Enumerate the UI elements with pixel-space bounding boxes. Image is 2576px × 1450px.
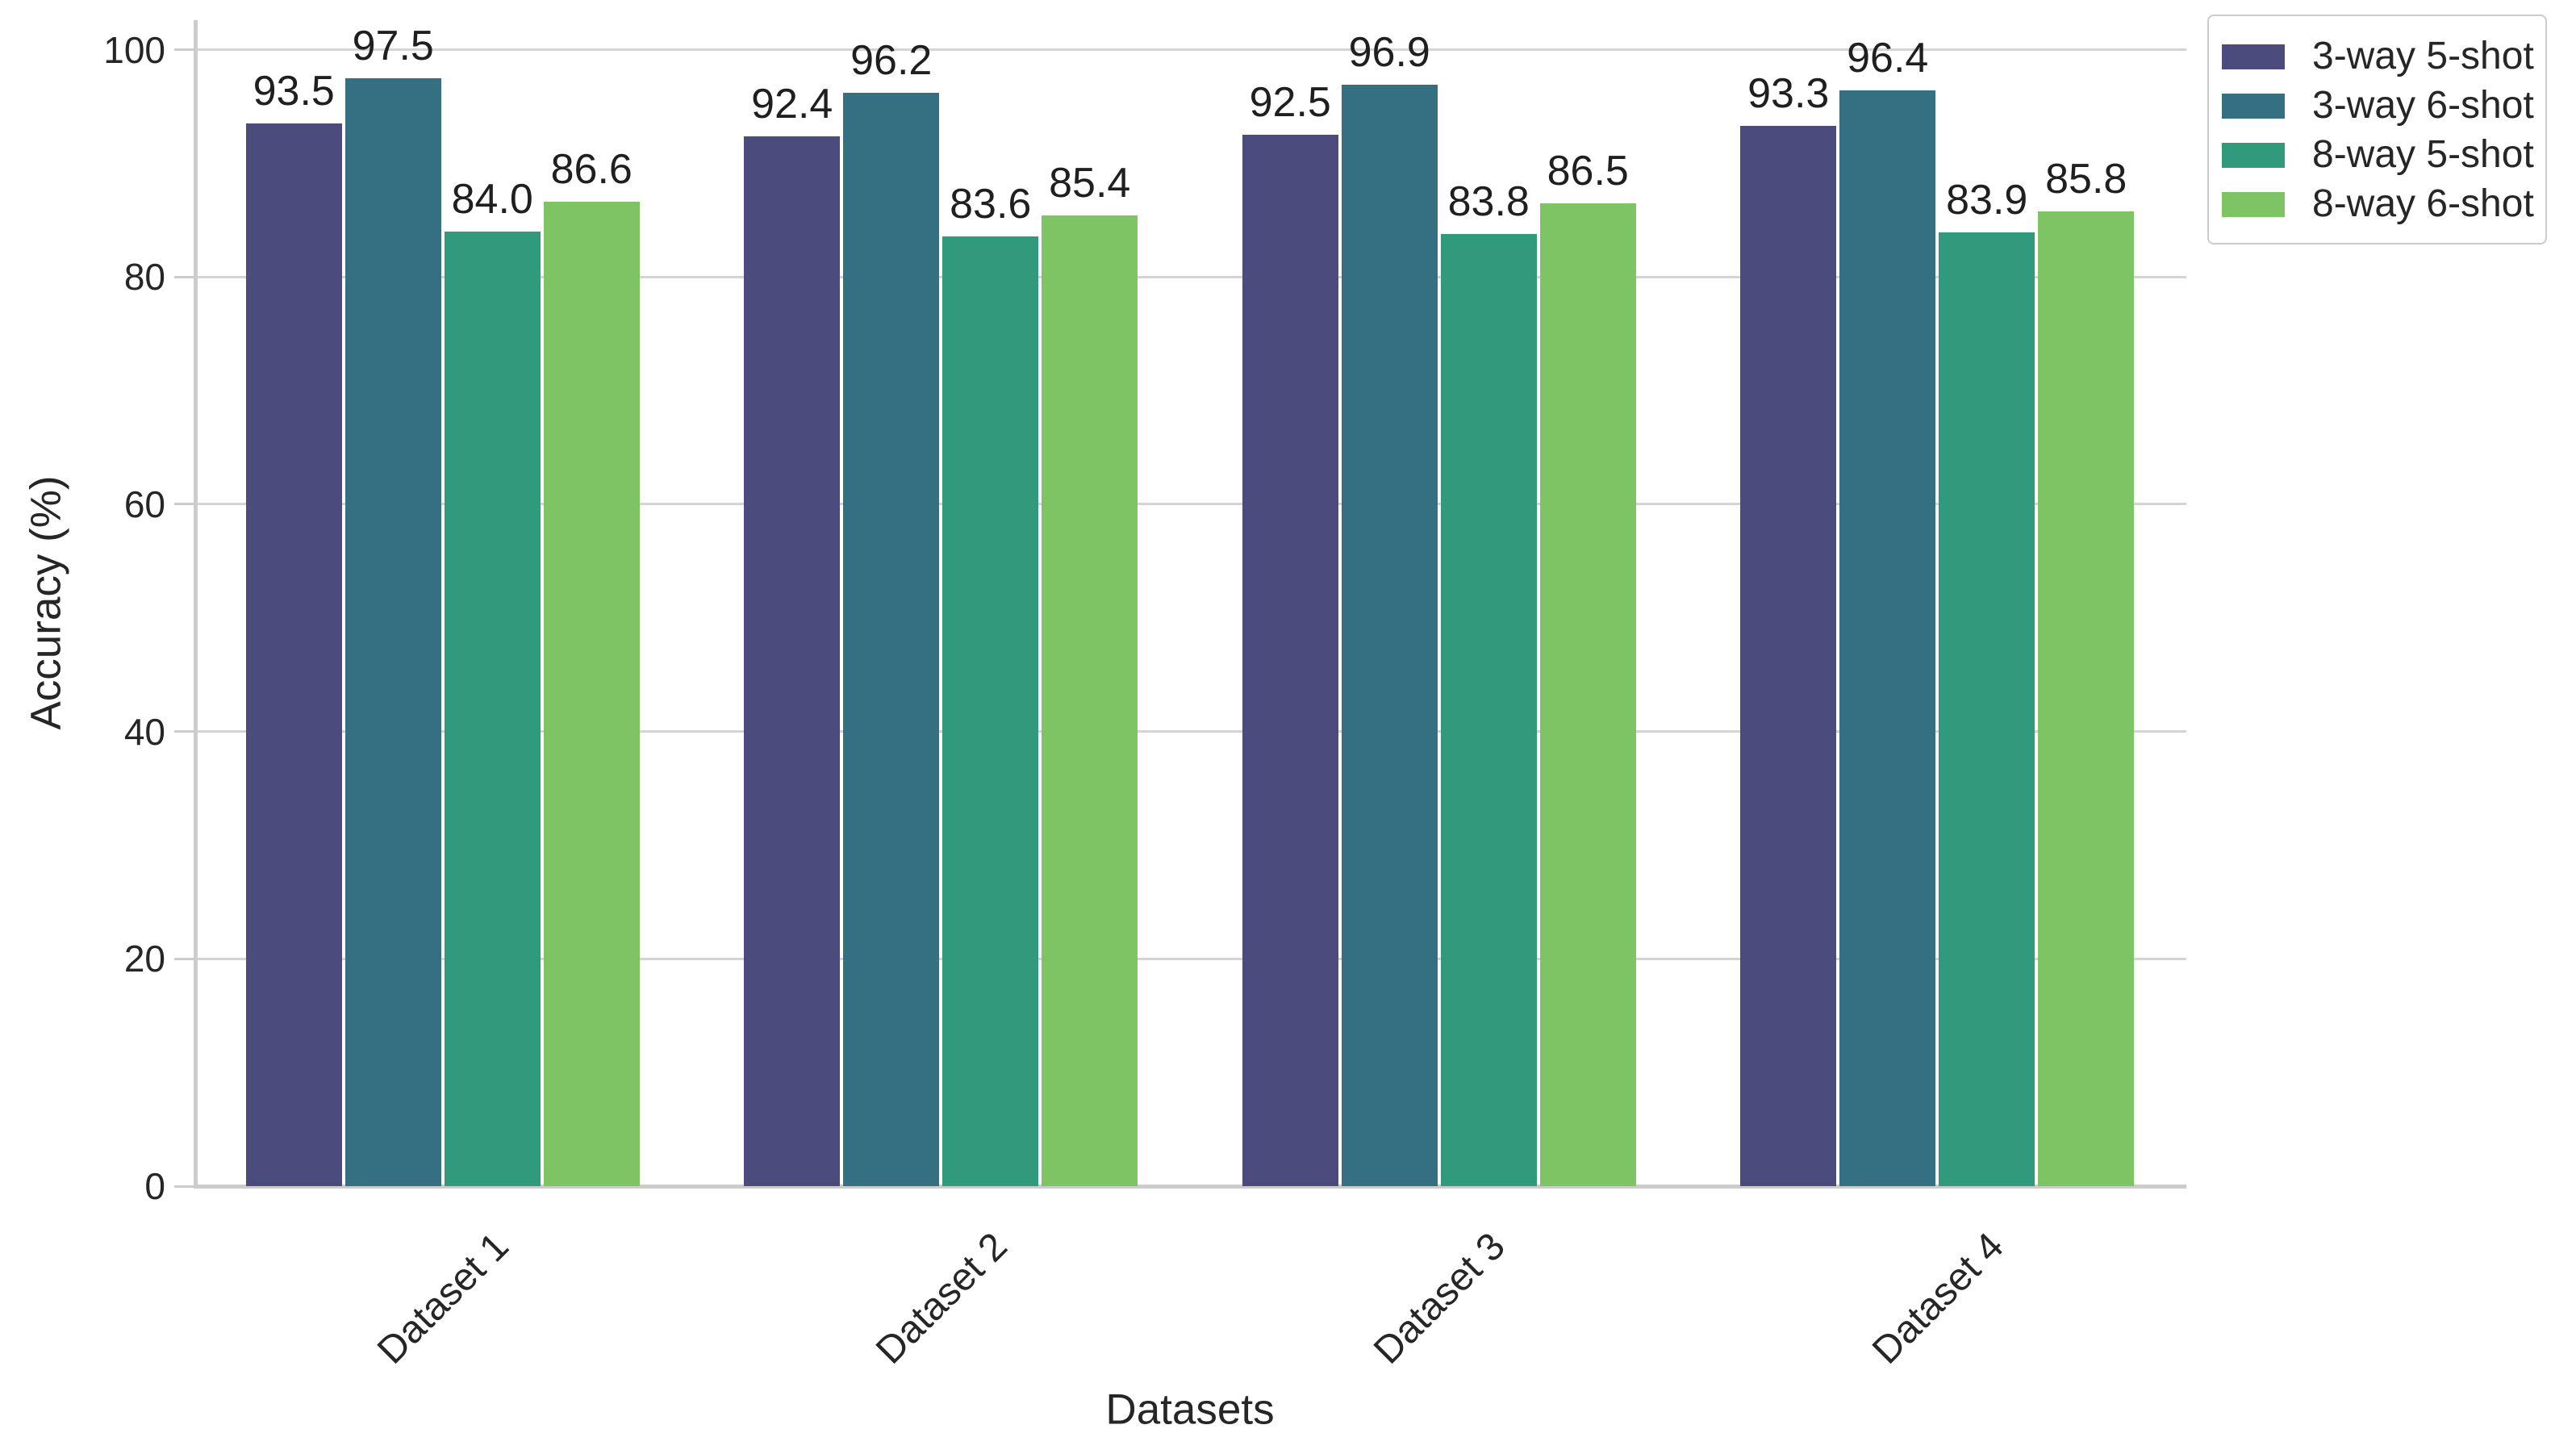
bar <box>1740 125 1837 1186</box>
y-tick-mark <box>174 1185 194 1188</box>
y-tick-mark <box>174 503 194 506</box>
y-tick-label: 80 <box>123 256 165 299</box>
bar <box>1939 232 2035 1186</box>
y-axis-spine <box>194 20 198 1186</box>
legend-item: 8-way 6-shot <box>2222 182 2534 225</box>
bar <box>744 136 841 1186</box>
bar <box>1539 203 1636 1186</box>
y-tick-mark <box>174 275 194 278</box>
x-tick-label: Dataset 2 <box>867 1224 1016 1373</box>
y-tick-mark <box>174 957 194 960</box>
bar-value-label: 86.6 <box>550 146 633 194</box>
x-axis-spine <box>194 1185 2186 1189</box>
bar <box>444 231 541 1186</box>
x-tick-label: Dataset 1 <box>369 1224 518 1373</box>
legend-item-label: 3-way 6-shot <box>2312 84 2534 127</box>
bar-value-label: 83.8 <box>1447 178 1530 225</box>
bar-value-label: 83.9 <box>1946 177 2028 224</box>
bar <box>245 123 342 1186</box>
legend-item-label: 3-way 5-shot <box>2312 35 2534 77</box>
bar-value-label: 85.8 <box>2045 155 2127 203</box>
legend-item-label: 8-way 5-shot <box>2312 133 2534 176</box>
bar-value-label: 96.2 <box>850 37 933 85</box>
y-axis-label: Accuracy (%) <box>22 475 70 730</box>
bar <box>1440 233 1537 1186</box>
bar <box>1839 90 1936 1186</box>
bar-value-label: 85.4 <box>1049 160 1131 207</box>
bar <box>344 77 441 1186</box>
y-tick-mark <box>174 730 194 733</box>
bar <box>543 202 640 1186</box>
legend: 3-way 5-shot 3-way 6-shot 8-way 5-shot 8-wa… <box>2207 15 2547 244</box>
legend-swatch <box>2222 44 2285 69</box>
bar-value-label: 83.6 <box>950 180 1032 228</box>
bar-value-label: 96.9 <box>1348 29 1430 77</box>
bar <box>942 236 1039 1186</box>
y-tick-label: 20 <box>123 938 165 980</box>
legend-swatch <box>2222 142 2285 168</box>
bar-value-label: 93.3 <box>1747 69 1830 117</box>
y-grid-line <box>194 957 2186 960</box>
x-tick-label: Dataset 3 <box>1366 1224 1514 1373</box>
bar <box>1341 85 1438 1186</box>
bar-value-label: 92.4 <box>751 80 833 127</box>
legend-item: 3-way 6-shot <box>2222 84 2534 127</box>
x-axis-label: Datasets <box>1105 1385 1275 1434</box>
bar <box>1042 215 1138 1186</box>
y-grid-line <box>194 275 2186 278</box>
bar-value-label: 93.5 <box>253 68 335 115</box>
y-tick-label: 40 <box>123 710 165 753</box>
y-tick-mark <box>174 48 194 52</box>
y-grid-line <box>194 48 2186 52</box>
y-grid-line <box>194 503 2186 506</box>
bar-value-label: 97.5 <box>352 22 434 69</box>
bar <box>843 93 940 1186</box>
y-tick-label: 100 <box>103 28 165 71</box>
bar-value-label: 86.5 <box>1547 147 1629 194</box>
bar-value-label: 92.5 <box>1249 79 1331 127</box>
plot-area: 93.5 97.5 84.0 86.6 92.4 96.2 83.6 85.4 92.5 96.9… <box>194 20 2186 1373</box>
legend-item: 3-way 5-shot <box>2222 35 2534 77</box>
bar <box>2038 211 2135 1186</box>
y-tick-label: 60 <box>123 483 165 525</box>
x-tick-label: Dataset 4 <box>1864 1224 2012 1373</box>
legend-item: 8-way 5-shot <box>2222 133 2534 176</box>
bar <box>1242 135 1338 1186</box>
legend-swatch <box>2222 191 2285 217</box>
y-tick-label: 0 <box>144 1165 165 1207</box>
bar-value-label: 96.4 <box>1847 35 1929 82</box>
bar-value-label: 84.0 <box>451 175 533 223</box>
legend-swatch <box>2222 93 2285 119</box>
y-grid-line <box>194 730 2186 733</box>
legend-item-label: 8-way 6-shot <box>2312 182 2534 225</box>
